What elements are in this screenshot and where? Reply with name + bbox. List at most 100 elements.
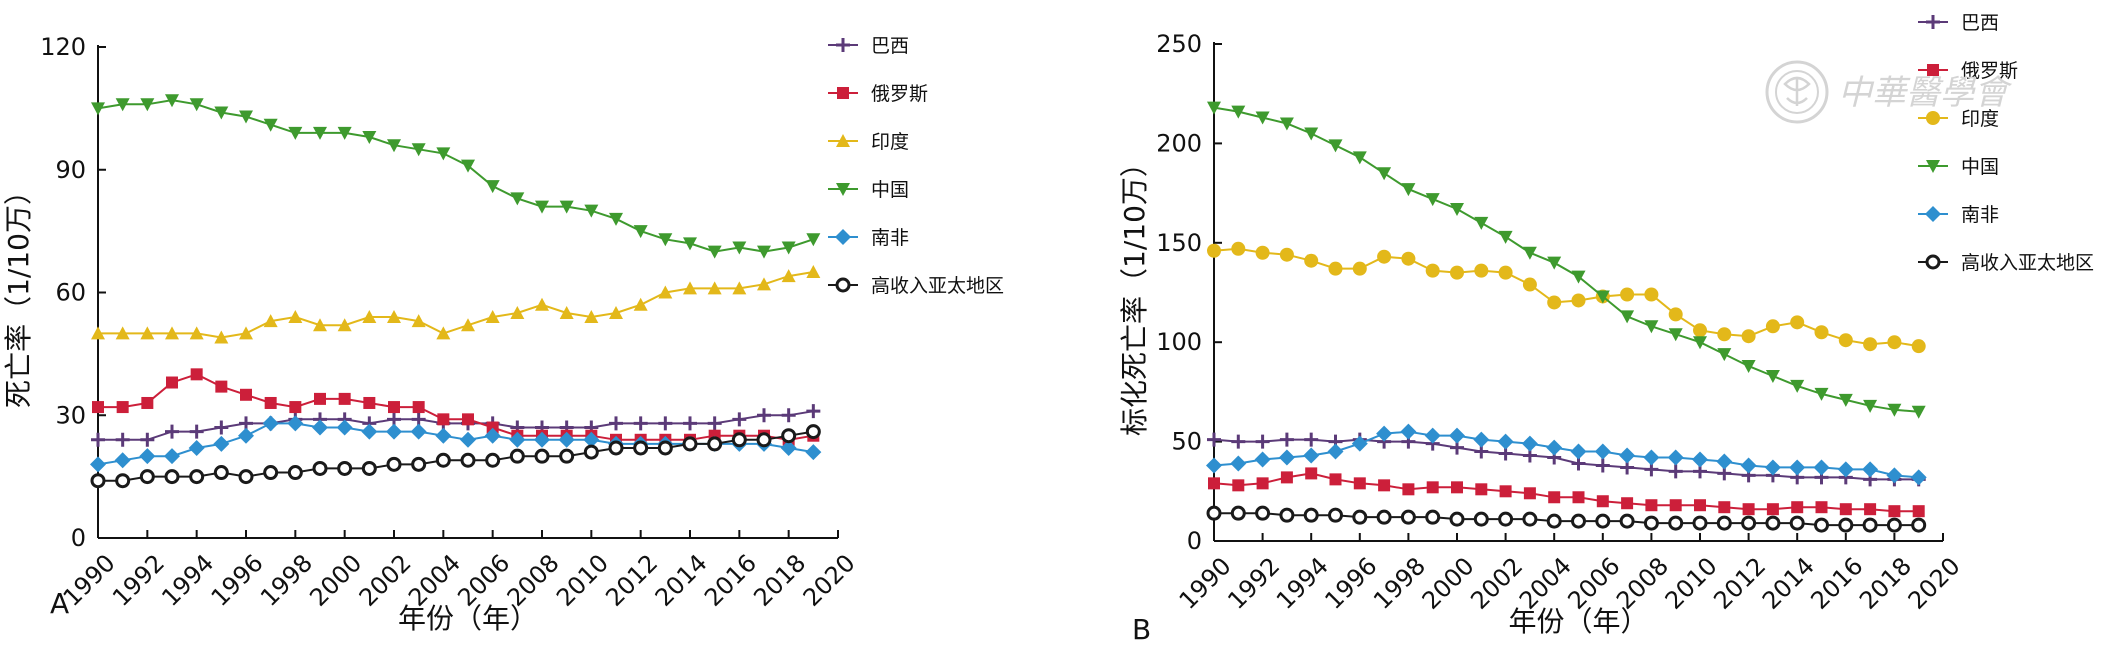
data-point [1279, 507, 1295, 523]
data-point [1327, 443, 1344, 460]
data-point [115, 98, 130, 112]
legend-item: 俄罗斯 [1918, 60, 2018, 82]
data-point [1791, 501, 1804, 514]
data-point [139, 469, 155, 485]
data-point [214, 106, 229, 120]
data-point [213, 435, 230, 452]
data-point [1521, 435, 1538, 452]
data-point [1231, 105, 1246, 119]
data-point [1838, 393, 1853, 407]
data-point [535, 200, 549, 214]
data-point [411, 456, 427, 472]
legend-swatch-marker [836, 183, 850, 196]
data-point [239, 110, 253, 124]
data-point [1498, 265, 1513, 280]
data-point [1400, 509, 1416, 525]
data-point [386, 423, 402, 440]
data-point [437, 413, 450, 426]
legend-item: 南非 [828, 227, 909, 249]
data-point [1814, 387, 1829, 401]
y-axis-label: 标化死亡率（1/10万） [1118, 149, 1151, 436]
data-point [1231, 434, 1246, 449]
data-point [1377, 249, 1392, 264]
x-tick-label: 2010 [551, 549, 614, 612]
series-line [1214, 512, 1919, 527]
data-point [559, 200, 574, 214]
data-point [287, 465, 303, 481]
data-point [1886, 467, 1903, 484]
data-point [1789, 459, 1806, 476]
data-point [1717, 348, 1732, 362]
data-point [1547, 256, 1562, 270]
data-point [1473, 511, 1489, 527]
data-point [1473, 431, 1490, 448]
data-point [1255, 434, 1270, 449]
legend-item: 巴西 [1918, 12, 1999, 34]
data-point [1667, 449, 1684, 466]
watermark-text: 中華醫學會 [1838, 73, 2013, 113]
panel-label: B [1132, 613, 1151, 646]
data-point [115, 326, 130, 340]
data-point [1206, 457, 1222, 474]
data-point [1426, 481, 1439, 494]
data-point [1279, 247, 1294, 262]
data-point [1693, 336, 1707, 350]
series-1 [91, 404, 821, 447]
data-point [1328, 507, 1343, 523]
data-point [1911, 405, 1926, 419]
data-point [534, 448, 550, 464]
legend-label: 高收入亚太地区 [871, 275, 1004, 297]
data-point [1789, 515, 1805, 531]
data-point [1742, 503, 1755, 516]
data-point [115, 432, 130, 447]
data-point [1620, 310, 1635, 324]
data-point [1887, 335, 1902, 350]
data-point [1888, 505, 1901, 518]
data-point [1668, 464, 1683, 479]
data-point [461, 159, 475, 173]
data-point [362, 131, 377, 145]
data-point [1594, 443, 1611, 460]
x-tick-label: 2020 [798, 549, 861, 612]
data-point [805, 444, 822, 461]
data-point [732, 281, 747, 295]
data-point [633, 225, 648, 239]
data-point [1304, 253, 1319, 268]
data-point [1620, 287, 1635, 302]
data-point [1280, 471, 1293, 484]
legend-item: 南非 [1918, 204, 1999, 226]
series-6 [1206, 505, 1927, 533]
data-point [1765, 369, 1780, 383]
data-point [683, 281, 697, 295]
data-point [509, 431, 526, 448]
data-point [114, 452, 131, 469]
series-2 [1208, 467, 1925, 518]
data-point [1499, 485, 1512, 498]
data-point [1571, 513, 1586, 529]
data-point [484, 427, 501, 444]
data-point [683, 416, 697, 431]
data-point [166, 376, 178, 389]
data-point [1863, 399, 1878, 413]
data-point [262, 415, 279, 432]
data-point [1232, 479, 1245, 492]
data-point [313, 126, 327, 140]
legend-swatch-marker [1925, 206, 1941, 222]
data-point [411, 143, 426, 157]
data-point [1401, 183, 1416, 197]
data-point [806, 233, 821, 247]
data-point [509, 448, 525, 464]
data-point [1814, 517, 1829, 533]
data-point [1278, 449, 1295, 466]
series-3 [1207, 241, 1926, 354]
data-point [1377, 167, 1392, 181]
data-point [91, 432, 105, 447]
data-point [1887, 403, 1902, 417]
data-point [707, 436, 723, 452]
data-point [287, 415, 304, 432]
legend-label: 印度 [871, 131, 909, 153]
data-point [658, 233, 673, 247]
data-point [1255, 111, 1270, 125]
y-tick-label: 50 [1171, 428, 1202, 456]
series-line [98, 430, 814, 482]
